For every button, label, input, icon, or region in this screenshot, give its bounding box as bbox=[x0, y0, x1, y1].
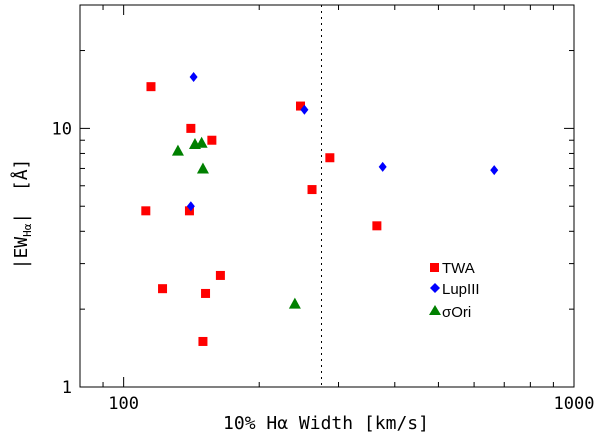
legend-marker-twa bbox=[430, 263, 439, 272]
point-twa bbox=[207, 135, 217, 145]
point-twa bbox=[184, 206, 194, 216]
y-axis-title-pre: |EW bbox=[11, 237, 32, 270]
point-twa bbox=[215, 270, 225, 280]
point-ori bbox=[288, 297, 301, 309]
point-twa bbox=[186, 123, 196, 133]
point-twa bbox=[158, 284, 168, 294]
legend-marker-lupiii bbox=[430, 283, 440, 293]
y-tick-label: 1 bbox=[62, 378, 72, 398]
point-twa bbox=[372, 221, 382, 231]
plot-frame bbox=[79, 4, 575, 388]
y-axis-title-sub: Hα bbox=[21, 223, 34, 237]
legend-label-lupiii: LupIII bbox=[442, 281, 480, 298]
point-twa bbox=[295, 101, 305, 111]
point-twa bbox=[198, 336, 208, 346]
point-ori bbox=[195, 136, 208, 148]
point-lupiii bbox=[300, 104, 309, 115]
legend-marker-sigmaori bbox=[429, 305, 441, 315]
point-lupiii bbox=[490, 165, 499, 176]
point-ori bbox=[196, 162, 209, 174]
data-points bbox=[141, 72, 499, 346]
legend-label-sigmaori: σOri bbox=[442, 304, 471, 321]
y-axis-title-post: | [Å] bbox=[10, 159, 32, 224]
legend: TWA LupIII σOri bbox=[429, 260, 480, 321]
tick-labels: 100 1000 1 10 bbox=[52, 119, 595, 414]
legend-label-twa: TWA bbox=[442, 260, 475, 277]
x-tick-label: 100 bbox=[108, 394, 139, 414]
point-lupiii bbox=[186, 201, 195, 212]
point-twa bbox=[325, 153, 335, 163]
point-lupiii bbox=[378, 161, 387, 172]
point-twa bbox=[201, 288, 211, 298]
point-ori bbox=[171, 144, 184, 156]
y-axis-title: |EWHα| [Å] bbox=[10, 159, 34, 270]
axis-ticks bbox=[79, 4, 575, 388]
point-twa bbox=[146, 82, 156, 92]
x-tick-label: 1000 bbox=[554, 394, 595, 414]
x-axis-title: 10% Hα Width [km/s] bbox=[223, 413, 429, 434]
point-twa bbox=[307, 185, 317, 195]
point-twa bbox=[141, 206, 151, 216]
y-tick-label: 10 bbox=[52, 119, 72, 139]
point-lupiii bbox=[189, 72, 198, 83]
